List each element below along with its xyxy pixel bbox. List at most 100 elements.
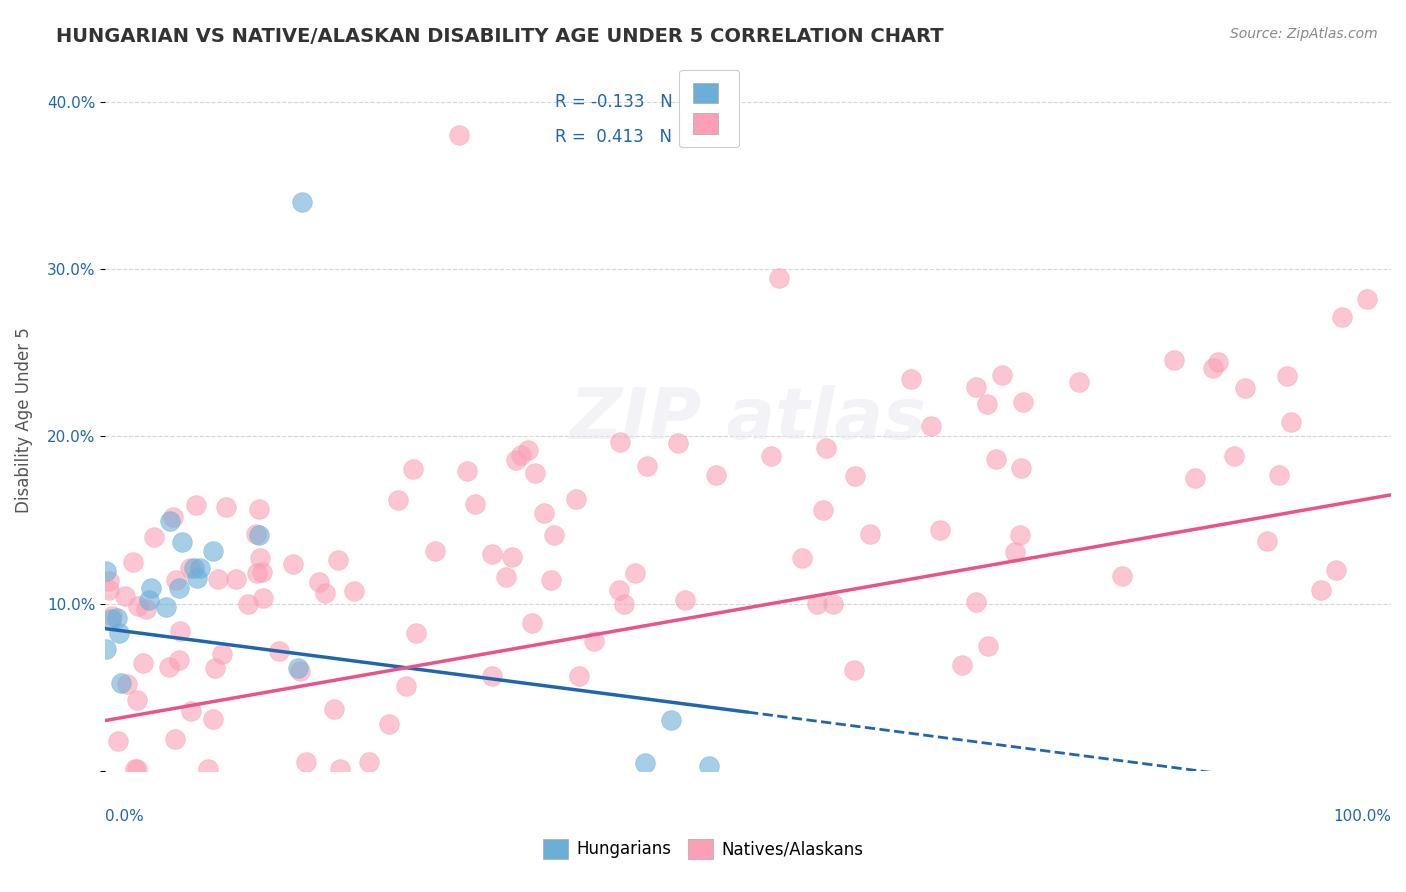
Point (290, 664, 312, 678)
Point (977, 639, 1000, 653)
Point (249, 528, 271, 542)
Point (97, 574, 120, 589)
Point (1163, 353, 1185, 368)
Point (96, 564, 118, 578)
Point (523, 466, 546, 480)
Point (920, 418, 942, 433)
Point (179, 561, 201, 575)
Text: 100.0%: 100.0% (1333, 809, 1391, 824)
Point (495, 570, 517, 584)
Point (322, 702, 344, 716)
Text: HUNGARIAN VS NATIVE/ALASKAN DISABILITY AGE UNDER 5 CORRELATION CHART: HUNGARIAN VS NATIVE/ALASKAN DISABILITY A… (56, 27, 943, 45)
Point (269, 644, 291, 658)
Point (823, 597, 845, 611)
Point (122, 555, 145, 569)
Point (565, 492, 588, 507)
Point (950, 658, 973, 673)
Point (1184, 471, 1206, 485)
Point (395, 679, 418, 693)
Point (127, 693, 149, 707)
Point (965, 380, 987, 394)
Point (294, 756, 316, 770)
Point (110, 676, 132, 690)
Point (186, 498, 208, 512)
Point (188, 560, 211, 574)
Point (976, 397, 998, 411)
Point (117, 677, 139, 691)
Point (159, 514, 181, 528)
Point (568, 669, 591, 683)
Point (1256, 533, 1278, 548)
Point (991, 368, 1014, 382)
Point (540, 573, 562, 587)
Text: Source: ZipAtlas.com: Source: ZipAtlas.com (1230, 27, 1378, 41)
Point (204, 661, 226, 675)
Point (1010, 460, 1032, 475)
Point (815, 441, 838, 455)
Point (1069, 375, 1091, 389)
Point (520, 615, 543, 630)
Point (107, 734, 129, 748)
Point (1331, 310, 1354, 325)
Point (96, 641, 118, 656)
Text: ZIP atlas: ZIP atlas (569, 385, 927, 454)
Text: 0.0%: 0.0% (105, 809, 143, 824)
Point (481, 669, 503, 683)
Point (169, 624, 191, 638)
Point (215, 500, 238, 514)
Point (207, 573, 229, 587)
Point (252, 565, 274, 579)
Point (673, 593, 696, 607)
Point (659, 714, 682, 728)
Point (609, 582, 631, 597)
Point (135, 601, 157, 615)
Point (759, 449, 782, 463)
Point (405, 626, 427, 640)
Point (1234, 380, 1257, 394)
Point (197, 762, 219, 776)
Point (666, 435, 689, 450)
Point (101, 609, 124, 624)
Point (314, 585, 336, 599)
Point (163, 732, 186, 747)
Point (387, 493, 409, 508)
Point (155, 599, 177, 614)
Point (165, 573, 187, 587)
Point (813, 503, 835, 517)
Point (252, 591, 274, 605)
Point (806, 597, 828, 611)
Point (97, 582, 120, 597)
Point (245, 526, 267, 541)
Point (1012, 394, 1035, 409)
Point (180, 705, 202, 719)
Point (634, 756, 657, 770)
Point (704, 467, 727, 482)
Point (141, 581, 163, 595)
Point (768, 270, 790, 285)
Point (201, 544, 224, 558)
Point (124, 762, 146, 776)
Point (249, 551, 271, 566)
Text: R =  0.413   N = 120: R = 0.413 N = 120 (555, 128, 728, 146)
Point (247, 502, 270, 516)
Point (172, 535, 194, 549)
Point (636, 458, 658, 473)
Point (613, 597, 636, 611)
Point (609, 435, 631, 450)
Point (844, 663, 866, 677)
Point (378, 717, 401, 731)
Point (114, 589, 136, 603)
Point (623, 566, 645, 580)
Point (859, 527, 882, 541)
Point (510, 448, 533, 462)
Point (792, 551, 814, 566)
Point (169, 581, 191, 595)
Point (699, 759, 721, 773)
Point (1277, 369, 1299, 384)
Point (1206, 354, 1229, 368)
Point (138, 593, 160, 607)
Point (1223, 449, 1246, 463)
Point (211, 647, 233, 661)
Point (167, 653, 190, 667)
Point (1004, 545, 1026, 559)
